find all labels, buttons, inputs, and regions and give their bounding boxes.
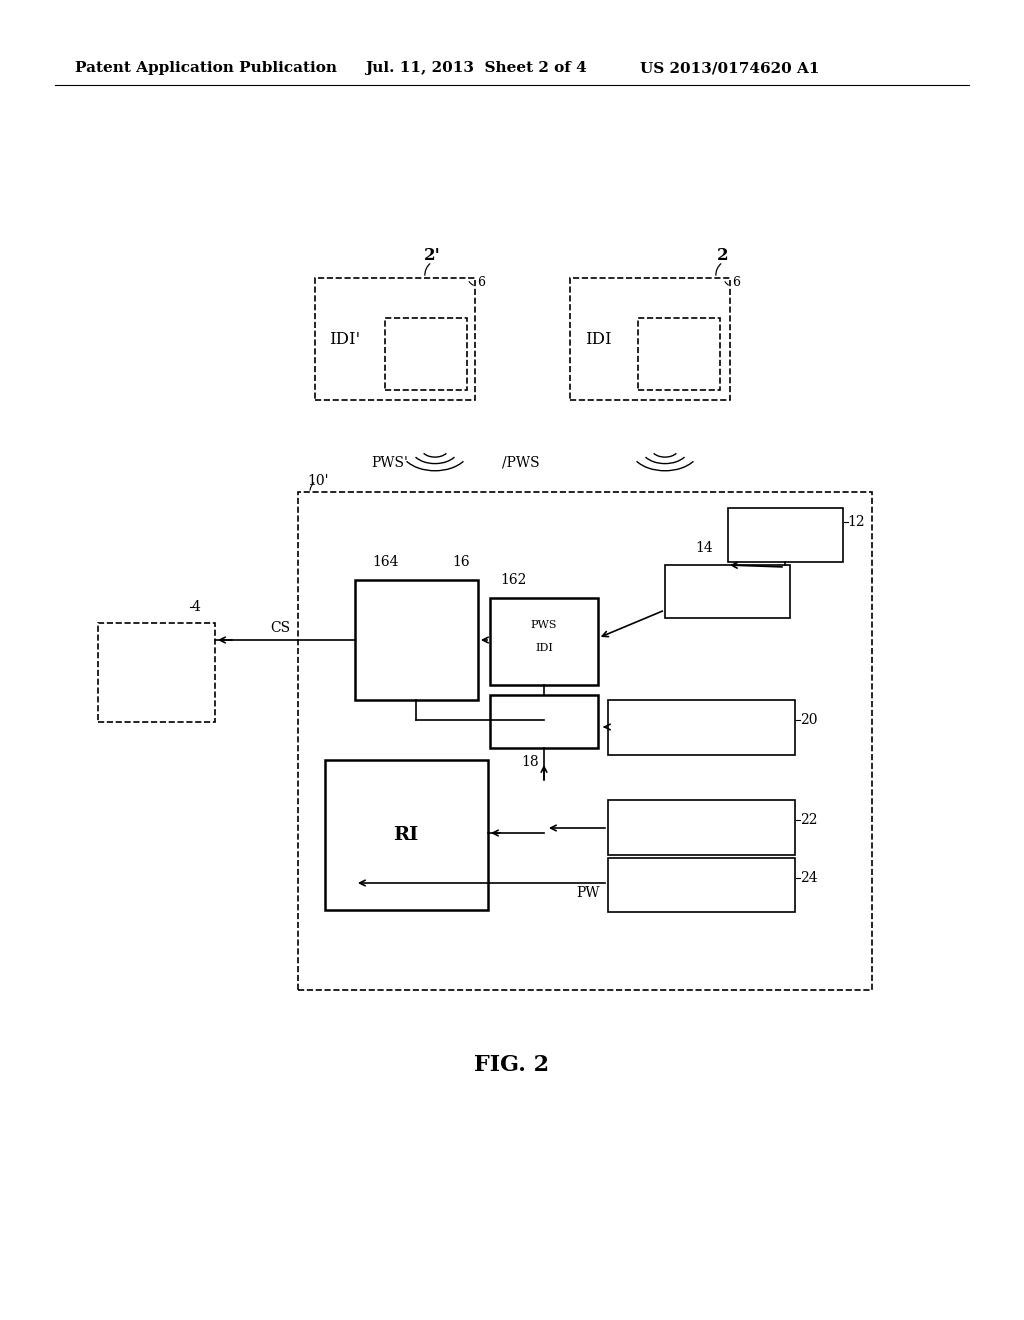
FancyArrowPatch shape [310, 483, 313, 490]
Text: CS: CS [270, 620, 290, 635]
Text: Jul. 11, 2013  Sheet 2 of 4: Jul. 11, 2013 Sheet 2 of 4 [365, 61, 587, 75]
Bar [570, 279, 730, 400]
Bar [355, 579, 478, 700]
Text: PW: PW [577, 886, 600, 900]
Text: 6: 6 [477, 276, 485, 289]
Text: PWS: PWS [530, 620, 557, 630]
Bar [608, 700, 795, 755]
Bar [728, 508, 843, 562]
Text: 20: 20 [800, 713, 817, 727]
FancyArrowPatch shape [716, 264, 721, 276]
Text: 16: 16 [452, 554, 470, 569]
Text: FIG. 2: FIG. 2 [474, 1053, 550, 1076]
Text: 6: 6 [732, 276, 740, 289]
Text: Patent Application Publication: Patent Application Publication [75, 61, 337, 75]
Text: IDI': IDI' [330, 331, 360, 348]
Text: 18: 18 [521, 755, 539, 770]
Bar [490, 696, 598, 748]
Bar [98, 623, 215, 722]
Bar [665, 565, 790, 618]
FancyArrowPatch shape [425, 264, 430, 276]
Bar [638, 318, 720, 389]
Text: 4: 4 [193, 601, 201, 614]
Bar [608, 800, 795, 855]
Text: 12: 12 [847, 515, 864, 529]
Text: US 2013/0174620 A1: US 2013/0174620 A1 [640, 61, 819, 75]
FancyArrowPatch shape [469, 281, 473, 285]
Text: IDI: IDI [536, 643, 553, 653]
Bar [490, 598, 598, 685]
Text: PWS': PWS' [372, 455, 409, 470]
Text: 164: 164 [372, 554, 398, 569]
Text: 14: 14 [695, 541, 713, 554]
Text: 22: 22 [800, 813, 817, 828]
Bar [385, 318, 467, 389]
Text: 2: 2 [717, 247, 729, 264]
Bar [298, 492, 872, 990]
Text: 24: 24 [800, 871, 817, 884]
Text: IDI: IDI [585, 331, 611, 348]
Text: 10': 10' [307, 474, 329, 488]
Bar [325, 760, 488, 909]
Text: RI: RI [393, 826, 419, 843]
Bar [315, 279, 475, 400]
Text: 162: 162 [500, 573, 526, 587]
Text: /PWS: /PWS [502, 455, 540, 470]
Bar [608, 858, 795, 912]
Text: 2': 2' [424, 247, 440, 264]
FancyArrowPatch shape [725, 281, 728, 285]
